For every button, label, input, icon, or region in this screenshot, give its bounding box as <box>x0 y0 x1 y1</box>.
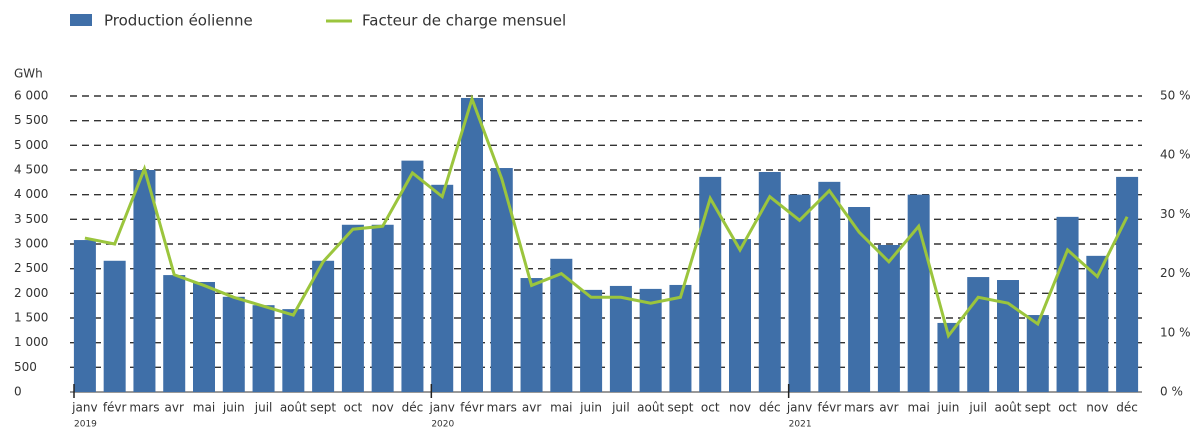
bar <box>133 170 156 392</box>
y-tick-label: 4 500 <box>14 163 48 177</box>
bar <box>758 171 781 392</box>
x-tick-label: janv <box>429 401 455 415</box>
y2-tick-label: 40 % <box>1160 148 1191 162</box>
bar <box>1026 315 1049 392</box>
x-tick-label: août <box>637 401 664 415</box>
bar <box>877 244 900 392</box>
bar <box>431 184 454 392</box>
bar <box>609 285 632 392</box>
x-tick-label: mai <box>193 401 215 415</box>
y-axis-label: GWh <box>14 67 43 81</box>
y2-tick-label: 0 % <box>1160 385 1183 399</box>
x-tick-label: mars <box>129 401 159 415</box>
y-tick-label: 4 000 <box>14 187 48 201</box>
bar <box>401 160 424 392</box>
y-tick-label: 3 000 <box>14 237 48 251</box>
x-tick-label: juil <box>254 401 273 415</box>
x-tick-label: nov <box>372 401 394 415</box>
bar <box>461 97 483 393</box>
bar <box>193 281 215 392</box>
y2-tick-label: 30 % <box>1160 207 1191 221</box>
year-label: 2019 <box>74 420 97 427</box>
x-tick-label: juil <box>611 401 630 415</box>
x-tick-label: avr <box>522 401 541 415</box>
bar <box>222 296 245 392</box>
x-tick-label: avr <box>879 401 898 415</box>
legend-swatch <box>70 14 92 26</box>
x-tick-label: sept <box>667 401 693 415</box>
y-tick-label: 2 000 <box>14 286 48 300</box>
bar <box>1086 255 1109 392</box>
bar <box>1116 176 1139 392</box>
bar <box>818 181 841 392</box>
bar <box>639 288 662 392</box>
x-tick-label: févr <box>818 401 842 415</box>
x-tick-label: juin <box>222 401 245 415</box>
bar <box>163 275 186 392</box>
y-tick-label: 2 500 <box>14 261 48 275</box>
x-tick-label: juin <box>936 401 959 415</box>
bar <box>699 176 722 392</box>
x-tick-label: oct <box>1058 401 1077 415</box>
y-tick-label: 6 000 <box>14 89 48 103</box>
year-label: 2021 <box>789 420 812 427</box>
x-tick-label: févr <box>460 401 484 415</box>
line <box>84 94 1129 340</box>
x-tick-label: août <box>280 401 307 415</box>
x-tick-label: oct <box>344 401 363 415</box>
bar <box>341 224 364 392</box>
y2-tick-label: 10 % <box>1160 325 1191 339</box>
bar <box>73 240 96 392</box>
x-tick-label: févr <box>103 401 127 415</box>
bar <box>103 260 126 392</box>
y2-tick-label: 20 % <box>1160 266 1191 280</box>
bar <box>937 322 960 392</box>
x-tick-label: août <box>994 401 1021 415</box>
bar <box>520 278 543 392</box>
x-tick-label: mai <box>907 401 929 415</box>
x-tick-label: juin <box>579 401 602 415</box>
y-tick-label: 0 <box>14 385 22 399</box>
y-tick-label: 1 000 <box>14 335 48 349</box>
x-tick-label: mai <box>550 401 572 415</box>
x-tick-label: sept <box>1025 401 1051 415</box>
bar <box>580 289 603 392</box>
bar <box>252 305 275 392</box>
bar <box>371 224 394 392</box>
bar <box>669 284 692 392</box>
x-tick-label: janv <box>71 401 97 415</box>
y-tick-label: 500 <box>14 360 37 374</box>
bar <box>997 280 1019 392</box>
bar <box>312 260 335 392</box>
bar <box>282 309 305 392</box>
legend-label: Production éolienne <box>104 12 253 30</box>
x-tick-label: déc <box>1116 401 1138 415</box>
x-tick-label: oct <box>701 401 720 415</box>
y-tick-label: 5 500 <box>14 113 48 127</box>
bar <box>788 194 811 392</box>
y-tick-label: 1 500 <box>14 311 48 325</box>
bar <box>1056 216 1079 392</box>
year-label: 2020 <box>431 420 454 427</box>
x-tick-label: déc <box>402 401 424 415</box>
bar <box>550 258 573 392</box>
y-tick-label: 5 000 <box>14 138 48 152</box>
x-tick-label: déc <box>759 401 781 415</box>
x-tick-label: mars <box>844 401 874 415</box>
bar <box>490 168 513 392</box>
x-tick-label: nov <box>729 401 751 415</box>
legend-label: Facteur de charge mensuel <box>362 12 566 30</box>
y-tick-label: 3 500 <box>14 212 48 226</box>
bar <box>848 207 871 392</box>
bar <box>729 239 751 392</box>
x-tick-label: avr <box>165 401 184 415</box>
x-tick-label: nov <box>1086 401 1108 415</box>
y2-tick-label: 50 % <box>1160 89 1191 103</box>
x-tick-label: janv <box>786 401 812 415</box>
bar <box>967 277 990 392</box>
x-tick-label: juil <box>968 401 987 415</box>
x-tick-label: sept <box>310 401 336 415</box>
x-tick-label: mars <box>487 401 517 415</box>
